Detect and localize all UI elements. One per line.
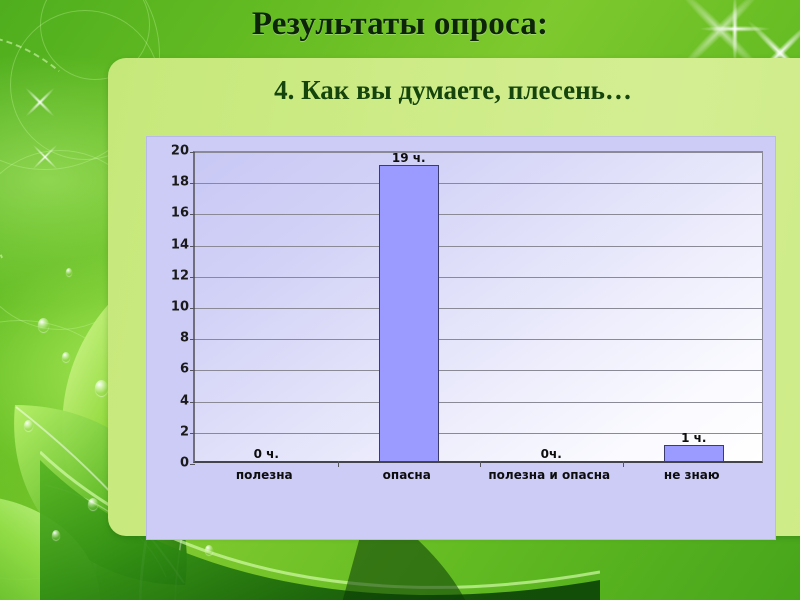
question-title: 4. Как вы думаете, плесень… (274, 75, 632, 105)
x-axis-category-label: опасна (382, 468, 431, 482)
y-axis-tick-label: 14 (170, 237, 189, 253)
y-axis-tick (190, 339, 195, 341)
decor-droplet-3 (95, 380, 108, 396)
gridline (195, 401, 762, 403)
gridline (195, 308, 762, 309)
bar-value-label-3: 1 ч. (681, 431, 707, 446)
y-axis-tick (190, 370, 195, 372)
gridline (195, 183, 762, 185)
bar-value-label-1: 19 ч. (391, 150, 426, 165)
y-axis-tick (190, 432, 195, 434)
x-axis-category-label: не знаю (663, 468, 720, 482)
y-axis-tick-label: 8 (179, 330, 189, 346)
x-axis-labels: полезна опасна полезна и опасна не знаю (193, 467, 763, 527)
x-axis-tick (622, 461, 624, 467)
y-axis-tick-label: 16 (170, 205, 189, 221)
bar-3[interactable] (663, 445, 724, 461)
gridline (195, 245, 762, 247)
decor-droplet-12 (66, 268, 72, 276)
decor-droplet-7 (52, 530, 60, 540)
y-axis-tick (190, 308, 195, 309)
bar-chart: 0 2 4 6 8 10 12 14 16 18 20 0 ч. 19 ч. 0ч. 1 ч. полез… (146, 136, 776, 540)
plot-area: 0 ч. 19 ч. 0ч. 1 ч. (190, 150, 763, 467)
y-axis-tick (190, 245, 195, 247)
bar-value-label-0: 0 ч. (253, 447, 279, 461)
y-axis-tick-label: 4 (179, 393, 189, 409)
y-axis-tick-label: 0 (179, 455, 189, 471)
bar-value-label-2: 0ч. (540, 447, 562, 461)
gridline (195, 339, 762, 341)
x-axis-category-label: полезна и опасна (488, 468, 611, 482)
y-axis-tick (190, 152, 195, 153)
y-axis-tick (190, 276, 195, 278)
y-axis-labels: 0 2 4 6 8 10 12 14 16 18 20 (149, 144, 189, 471)
y-axis-tick-label: 18 (170, 174, 189, 190)
decor-droplet-2 (62, 352, 70, 362)
decor-droplet-11 (205, 545, 213, 555)
y-axis-tick (190, 214, 195, 216)
chart-plot-wrapper: 0 2 4 6 8 10 12 14 16 18 20 0 ч. 19 ч. 0ч. 1 ч. полез… (147, 137, 777, 541)
decor-droplet-1 (38, 318, 49, 332)
gridline (195, 370, 762, 372)
page-title: Результаты опроса: (251, 6, 549, 42)
decor-sparkle-2 (21, 133, 69, 181)
y-axis-tick (190, 183, 195, 185)
bar-1[interactable] (378, 164, 439, 461)
gridline (195, 152, 762, 153)
y-axis-tick (190, 401, 195, 403)
y-axis-tick (190, 464, 195, 465)
x-axis-category-label: полезна (235, 468, 293, 482)
decor-sparkle-1 (12, 74, 69, 131)
gridline (195, 276, 762, 278)
y-axis-tick-label: 6 (179, 361, 189, 377)
gridline (195, 214, 762, 216)
y-axis-tick-label: 20 (170, 143, 189, 159)
decor-droplet-6 (88, 498, 98, 510)
decor-droplet-10 (24, 420, 33, 431)
gridline (195, 432, 762, 434)
y-axis-tick-label: 12 (170, 268, 189, 284)
y-axis-tick-label: 10 (170, 299, 189, 315)
y-axis-tick-label: 2 (179, 424, 189, 440)
